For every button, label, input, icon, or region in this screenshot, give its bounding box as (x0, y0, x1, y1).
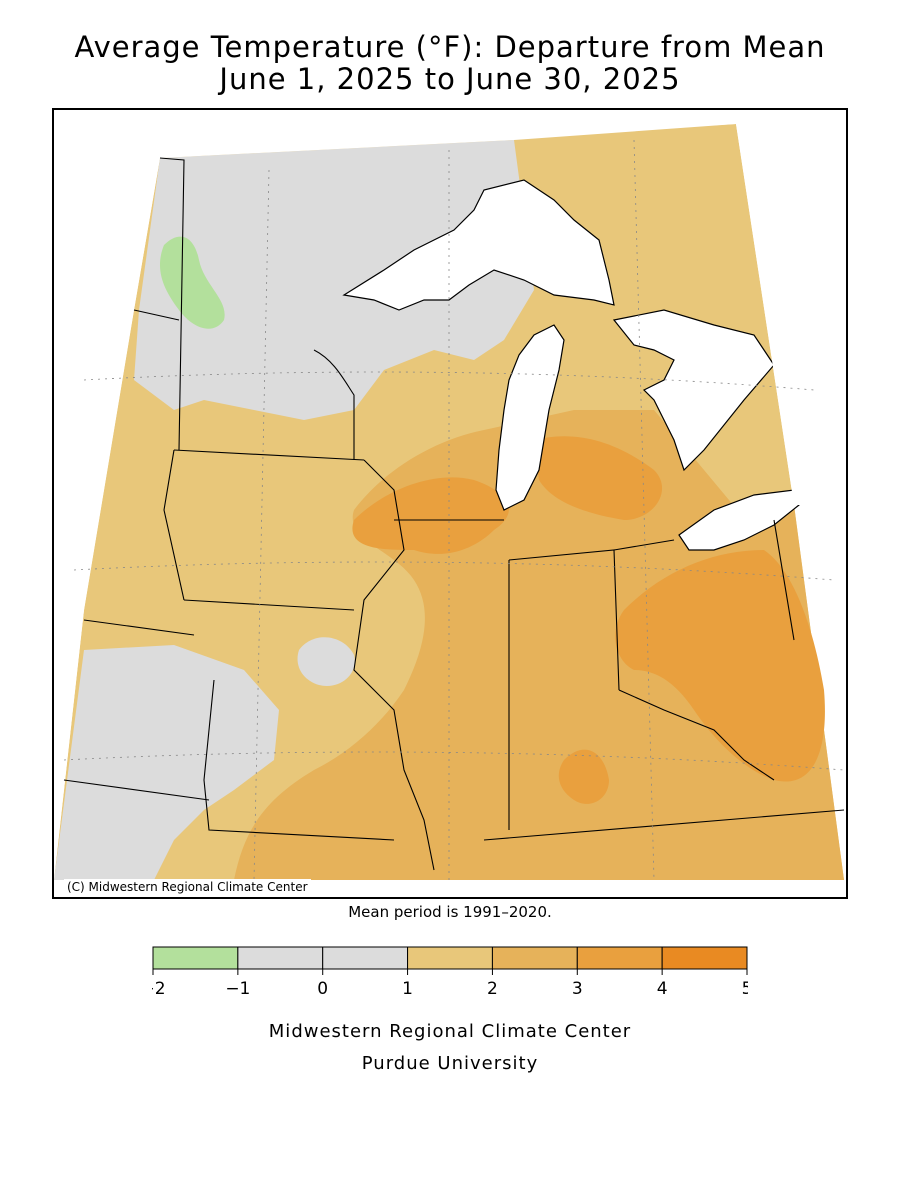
map-date-range: June 1, 2025 to June 30, 2025 (219, 62, 681, 96)
state-boundaries (63, 157, 845, 871)
region-dark-orange-ohio (615, 550, 825, 782)
lake-michigan (495, 324, 565, 511)
region-green-minnesota (159, 236, 225, 329)
map-panel: (C) Midwestern Regional Climate Center (52, 108, 848, 899)
map-title: Average Temperature (°F): Departure from… (74, 30, 826, 64)
legend-tick-label: −1 (225, 979, 250, 999)
legend-bin (407, 946, 493, 970)
legend-tick-label: 3 (572, 979, 583, 999)
map-copyright: (C) Midwestern Regional Climate Center (64, 879, 311, 895)
region-gray-north (134, 140, 534, 420)
mean-period-note: Mean period is 1991–2020. (348, 903, 552, 921)
credit-university: Purdue University (361, 1053, 539, 1074)
legend-bin (576, 946, 663, 970)
color-legend: −2 −1 0 1 2 3 4 5 (152, 946, 748, 999)
credit-organization: Midwestern Regional Climate Center (268, 1021, 632, 1042)
region-gray-iowa-spot (297, 637, 355, 686)
region-gray-southwest (54, 645, 279, 880)
lake-erie (678, 489, 800, 551)
legend-tick-label: 2 (487, 979, 498, 999)
legend-bin (237, 946, 324, 970)
temperature-departure-map (54, 110, 846, 881)
legend-tick-label: 4 (657, 979, 668, 999)
legend-bin (322, 946, 409, 970)
legend-tick-label: −2 (152, 979, 166, 999)
lake-huron (612, 309, 775, 472)
lake-superior (342, 179, 615, 311)
legend-bins (152, 946, 748, 970)
legend-tick-label: 5 (742, 979, 748, 999)
canada-area (54, 110, 846, 880)
region-dark-orange-kentucky (558, 749, 609, 804)
legend-tick-label: 1 (402, 979, 413, 999)
legend-ticks: −2 −1 0 1 2 3 4 5 (152, 969, 748, 999)
region-dark-orange-michigan (534, 436, 663, 520)
region-dark-orange-iowa-illinois (352, 477, 509, 554)
legend-bin (491, 946, 578, 970)
legend-tick-label: 0 (317, 979, 328, 999)
graticule (63, 139, 845, 881)
legend-bin (152, 946, 239, 970)
legend-bin (661, 946, 748, 970)
